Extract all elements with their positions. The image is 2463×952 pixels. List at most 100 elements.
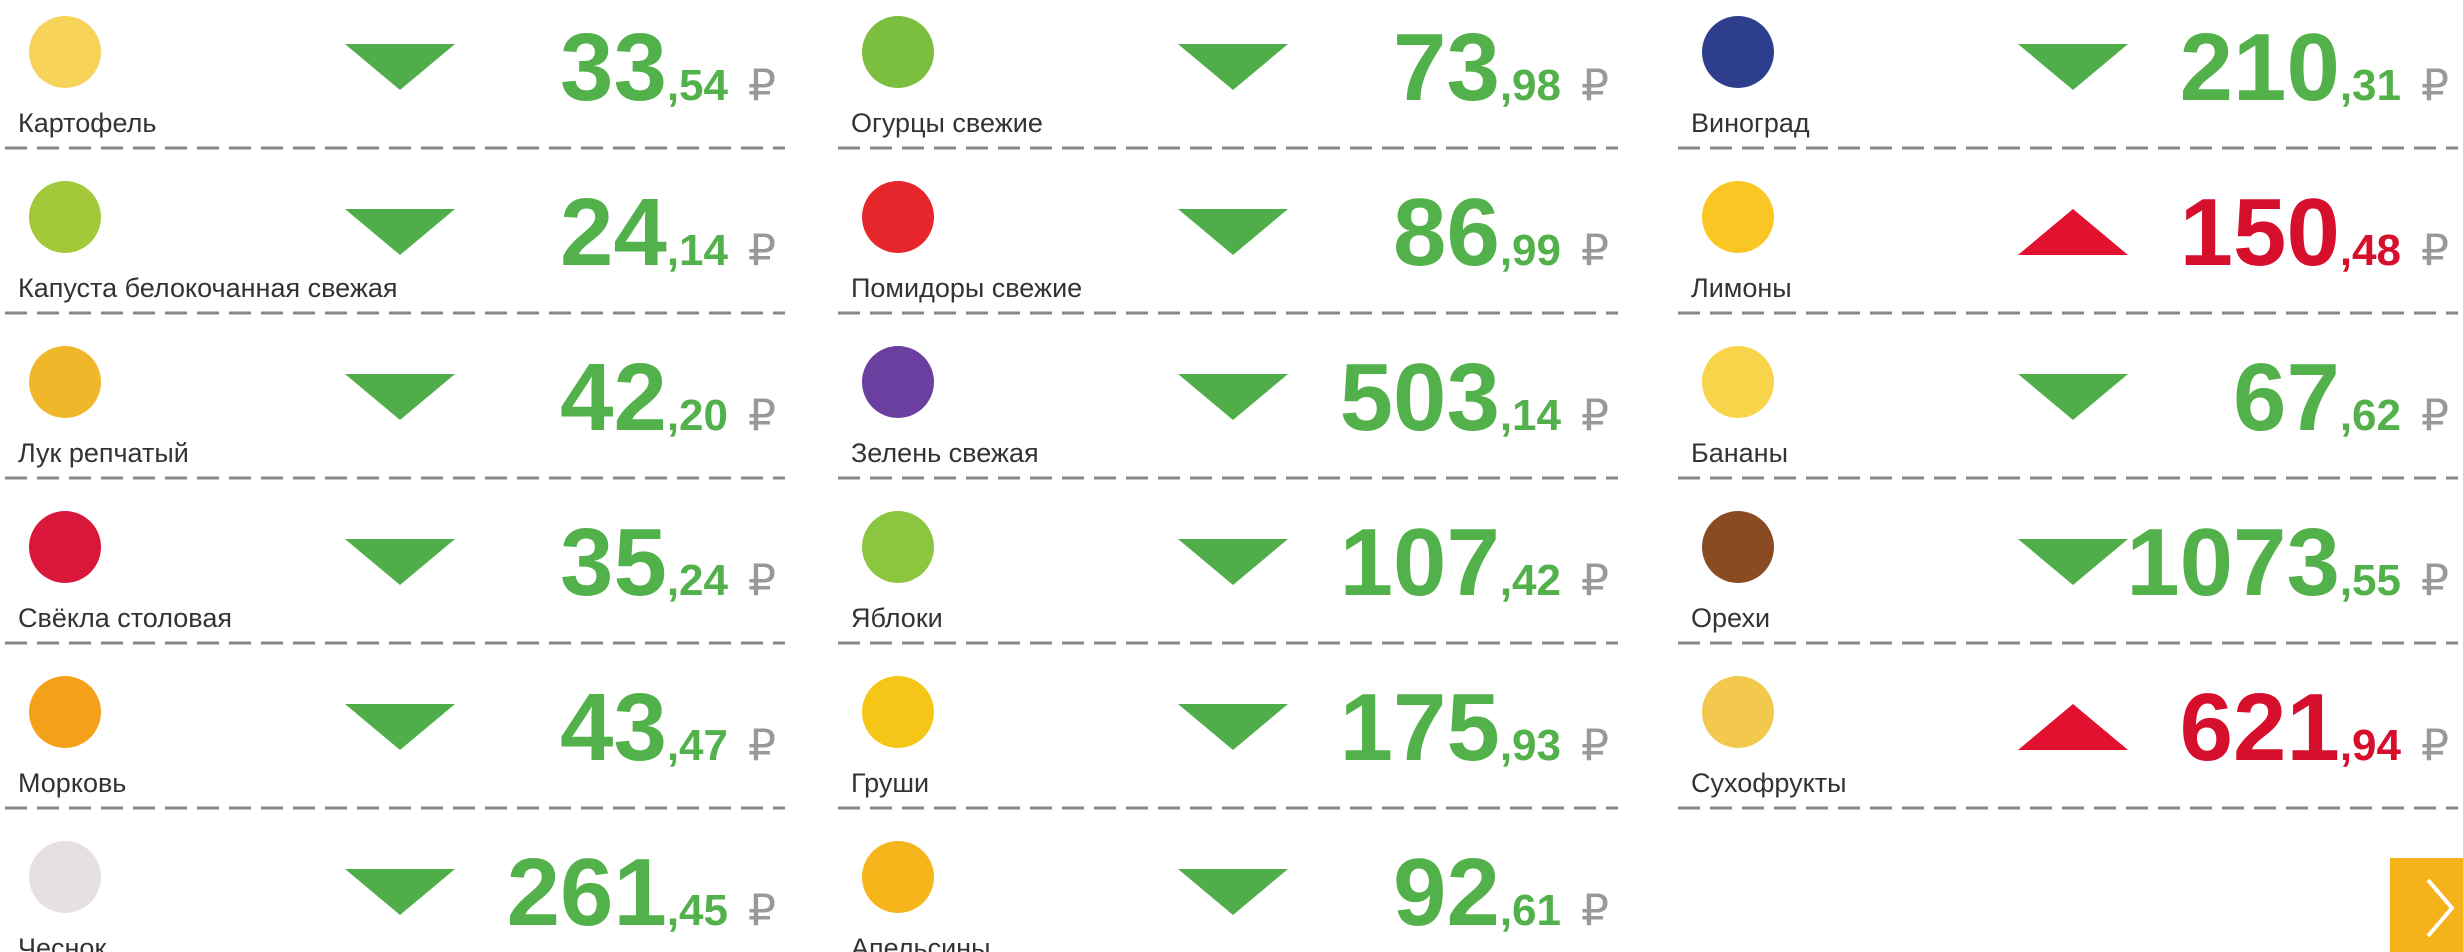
- trend-down: [345, 869, 455, 915]
- product-row: Огурцы свежие 73,98 ₽: [838, 14, 1618, 148]
- price: 92,61: [1393, 839, 1561, 946]
- product-icon: [29, 16, 101, 88]
- price-whole: 150: [2180, 179, 2340, 286]
- trend-down: [1178, 869, 1288, 915]
- product-icon: [862, 181, 934, 253]
- product-icon: [29, 181, 101, 253]
- product-name: Чеснок: [18, 933, 106, 952]
- price-fraction: ,48: [2340, 226, 2401, 275]
- currency: ₽: [748, 555, 776, 606]
- price-fraction: ,94: [2340, 721, 2402, 770]
- price-fraction: ,54: [667, 61, 729, 110]
- product-name: Зелень свежая: [851, 438, 1039, 468]
- price-whole: 503: [1340, 344, 1500, 451]
- price: 73,98: [1393, 14, 1561, 121]
- price-fraction: ,61: [1500, 886, 1561, 935]
- product-icon: [1702, 16, 1774, 88]
- product-name: Бананы: [1691, 438, 1788, 468]
- price-whole: 621: [2180, 674, 2340, 781]
- price: 42,20: [560, 344, 728, 451]
- product-row: Чеснок 261,45 ₽: [18, 839, 776, 952]
- product-row: Картофель 33,54 ₽: [5, 14, 785, 148]
- price: 1073,55: [2126, 509, 2401, 616]
- product-icon: [1702, 346, 1774, 418]
- price-whole: 67: [2233, 344, 2340, 451]
- price-fraction: ,31: [2340, 61, 2401, 110]
- currency: ₽: [2421, 555, 2449, 606]
- price: 107,42: [1340, 509, 1561, 616]
- price: 175,93: [1340, 674, 1561, 781]
- product-row: Лук репчатый 42,20 ₽: [5, 344, 785, 478]
- product-name: Капуста белокочанная свежая: [18, 273, 398, 303]
- price-whole: 175: [1340, 674, 1500, 781]
- trend-down: [1178, 374, 1288, 420]
- product-name: Лук репчатый: [18, 438, 189, 468]
- product-icon: [1702, 676, 1774, 748]
- trend-down: [2018, 539, 2128, 585]
- price-fraction: ,14: [667, 226, 729, 275]
- product-icon: [862, 676, 934, 748]
- price-fraction: ,55: [2340, 556, 2401, 605]
- currency: ₽: [1581, 225, 1609, 276]
- product-icon: [862, 511, 934, 583]
- currency: ₽: [748, 225, 776, 276]
- trend-down: [1178, 704, 1288, 750]
- currency: ₽: [748, 390, 776, 441]
- price-fraction: ,93: [1500, 721, 1561, 770]
- price-whole: 210: [2180, 14, 2340, 121]
- price: 33,54: [560, 14, 728, 121]
- price: 86,99: [1393, 179, 1561, 286]
- price-whole: 24: [560, 179, 667, 286]
- product-icon: [1702, 511, 1774, 583]
- currency: ₽: [1581, 60, 1609, 111]
- trend-down: [2018, 374, 2128, 420]
- price: 35,24: [560, 509, 728, 616]
- price: 210,31: [2180, 14, 2401, 121]
- price: 24,14: [560, 179, 728, 286]
- product-icon: [862, 16, 934, 88]
- price-whole: 86: [1393, 179, 1500, 286]
- currency: ₽: [2421, 225, 2449, 276]
- product-icon: [29, 676, 101, 748]
- currency: ₽: [748, 720, 776, 771]
- currency: ₽: [2421, 60, 2449, 111]
- product-name: Помидоры свежие: [851, 273, 1082, 303]
- next-button[interactable]: [2390, 858, 2463, 952]
- currency: ₽: [748, 885, 776, 936]
- price: 43,47: [560, 674, 728, 781]
- price-fraction: ,98: [1500, 61, 1561, 110]
- product-row: Помидоры свежие 86,99 ₽: [838, 179, 1618, 313]
- price-whole: 42: [560, 344, 667, 451]
- product-icon: [1702, 181, 1774, 253]
- price-fraction: ,47: [667, 721, 728, 770]
- product-name: Свёкла столовая: [18, 603, 232, 633]
- currency: ₽: [1581, 555, 1609, 606]
- product-icon: [29, 346, 101, 418]
- product-name: Огурцы свежие: [851, 108, 1043, 138]
- trend-down: [345, 374, 455, 420]
- trend-up: [2018, 704, 2128, 750]
- price-whole: 43: [560, 674, 667, 781]
- price-board: Картофель33,54₽Капуста белокочанная свеж…: [0, 0, 2463, 952]
- product-name: Лимоны: [1691, 273, 1792, 303]
- trend-down: [345, 539, 455, 585]
- product-row: Капуста белокочанная свежая 24,14 ₽: [5, 179, 785, 313]
- price-fraction: ,14: [1500, 391, 1562, 440]
- price-fraction: ,20: [667, 391, 728, 440]
- trend-down: [345, 209, 455, 255]
- price-whole: 73: [1393, 14, 1500, 121]
- product-name: Апельсины: [851, 933, 990, 952]
- product-name: Картофель: [18, 108, 156, 138]
- currency: ₽: [748, 60, 776, 111]
- currency: ₽: [2421, 390, 2449, 441]
- price-whole: 35: [560, 509, 667, 616]
- trend-up: [2018, 209, 2128, 255]
- trend-down: [345, 44, 455, 90]
- price: 261,45: [507, 839, 728, 946]
- price: 150,48: [2180, 179, 2401, 286]
